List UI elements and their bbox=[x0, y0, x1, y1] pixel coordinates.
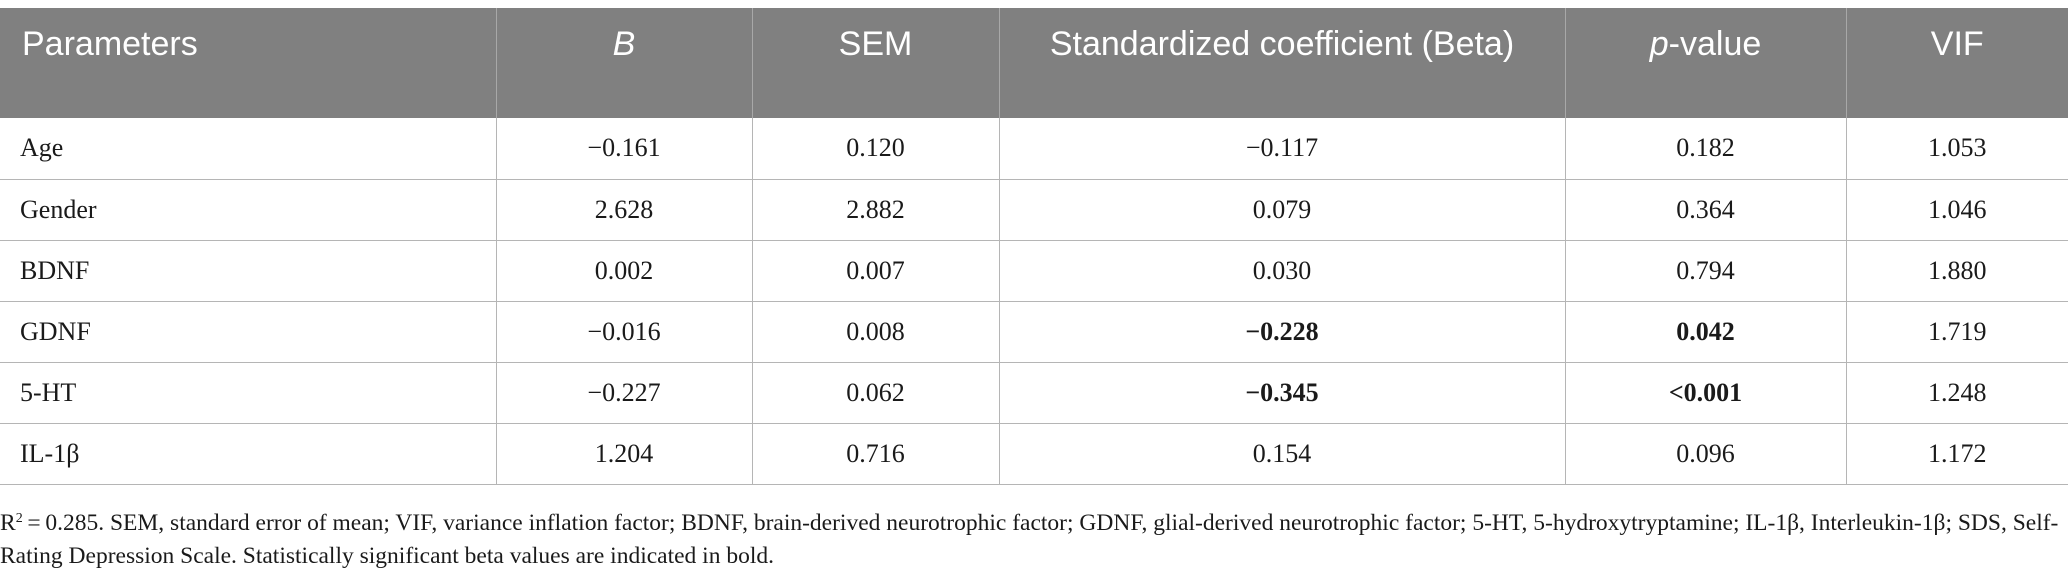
cell-b: −0.227 bbox=[496, 362, 753, 424]
cell-sem: 2.882 bbox=[752, 179, 1000, 241]
cell-vif: 1.719 bbox=[1846, 301, 2068, 363]
cell-parameter: IL-1β bbox=[0, 423, 497, 485]
footnote-r-letter: R bbox=[0, 510, 16, 536]
cell-p-value: 0.364 bbox=[1565, 179, 1847, 241]
cell-sem: 0.062 bbox=[752, 362, 1000, 424]
cell-vif: 1.053 bbox=[1846, 118, 2068, 180]
header-row: Parameters B SEM Standardized coefficien… bbox=[0, 8, 2068, 118]
table-header: Parameters B SEM Standardized coefficien… bbox=[0, 8, 2068, 118]
cell-p-value: 0.794 bbox=[1565, 240, 1847, 302]
cell-beta: 0.030 bbox=[999, 240, 1566, 302]
cell-vif: 1.046 bbox=[1846, 179, 2068, 241]
cell-vif: 1.248 bbox=[1846, 362, 2068, 424]
cell-beta: 0.154 bbox=[999, 423, 1566, 485]
regression-table-container: Parameters B SEM Standardized coefficien… bbox=[0, 8, 2068, 485]
cell-b: 1.204 bbox=[496, 423, 753, 485]
cell-vif: 1.880 bbox=[1846, 240, 2068, 302]
header-p-value: p-value bbox=[1565, 8, 1847, 118]
table-body: Age −0.161 0.120 −0.117 0.182 1.053 Gend… bbox=[0, 118, 2068, 485]
cell-p-value-significant: 0.042 bbox=[1565, 301, 1847, 363]
cell-parameter: Age bbox=[0, 118, 497, 180]
cell-parameter: GDNF bbox=[0, 301, 497, 363]
header-parameters: Parameters bbox=[0, 8, 497, 118]
cell-sem: 0.120 bbox=[752, 118, 1000, 180]
table-row: Gender 2.628 2.882 0.079 0.364 1.046 bbox=[0, 179, 2068, 241]
cell-p-value: 0.096 bbox=[1565, 423, 1847, 485]
cell-parameter: 5-HT bbox=[0, 362, 497, 424]
cell-b: 2.628 bbox=[496, 179, 753, 241]
cell-b: −0.016 bbox=[496, 301, 753, 363]
table-row: IL-1β 1.204 0.716 0.154 0.096 1.172 bbox=[0, 423, 2068, 485]
cell-parameter: Gender bbox=[0, 179, 497, 241]
regression-table: Parameters B SEM Standardized coefficien… bbox=[0, 8, 2068, 485]
table-footnote: R2 = 0.285. SEM, standard error of mean;… bbox=[0, 502, 2060, 573]
cell-b: −0.161 bbox=[496, 118, 753, 180]
header-sem: SEM bbox=[752, 8, 1000, 118]
cell-p-value: 0.182 bbox=[1565, 118, 1847, 180]
cell-beta-significant: −0.345 bbox=[999, 362, 1566, 424]
cell-sem: 0.716 bbox=[752, 423, 1000, 485]
cell-sem: 0.007 bbox=[752, 240, 1000, 302]
cell-beta-significant: −0.228 bbox=[999, 301, 1566, 363]
cell-parameter: BDNF bbox=[0, 240, 497, 302]
table-row: BDNF 0.002 0.007 0.030 0.794 1.880 bbox=[0, 240, 2068, 302]
cell-p-value-significant: <0.001 bbox=[1565, 362, 1847, 424]
cell-sem: 0.008 bbox=[752, 301, 1000, 363]
cell-beta: −0.117 bbox=[999, 118, 1566, 180]
header-b: B bbox=[496, 8, 753, 118]
header-vif: VIF bbox=[1846, 8, 2068, 118]
cell-beta: 0.079 bbox=[999, 179, 1566, 241]
table-row: Age −0.161 0.120 −0.117 0.182 1.053 bbox=[0, 118, 2068, 180]
table-row: 5-HT −0.227 0.062 −0.345 <0.001 1.248 bbox=[0, 362, 2068, 424]
footnote-text: = 0.285. SEM, standard error of mean; VI… bbox=[0, 510, 2059, 569]
table-row: GDNF −0.016 0.008 −0.228 0.042 1.719 bbox=[0, 301, 2068, 363]
footnote-r-superscript: 2 bbox=[15, 511, 23, 526]
cell-vif: 1.172 bbox=[1846, 423, 2068, 485]
cell-b: 0.002 bbox=[496, 240, 753, 302]
header-standardized-coefficient: Standardized coefficient (Beta) bbox=[999, 8, 1566, 118]
